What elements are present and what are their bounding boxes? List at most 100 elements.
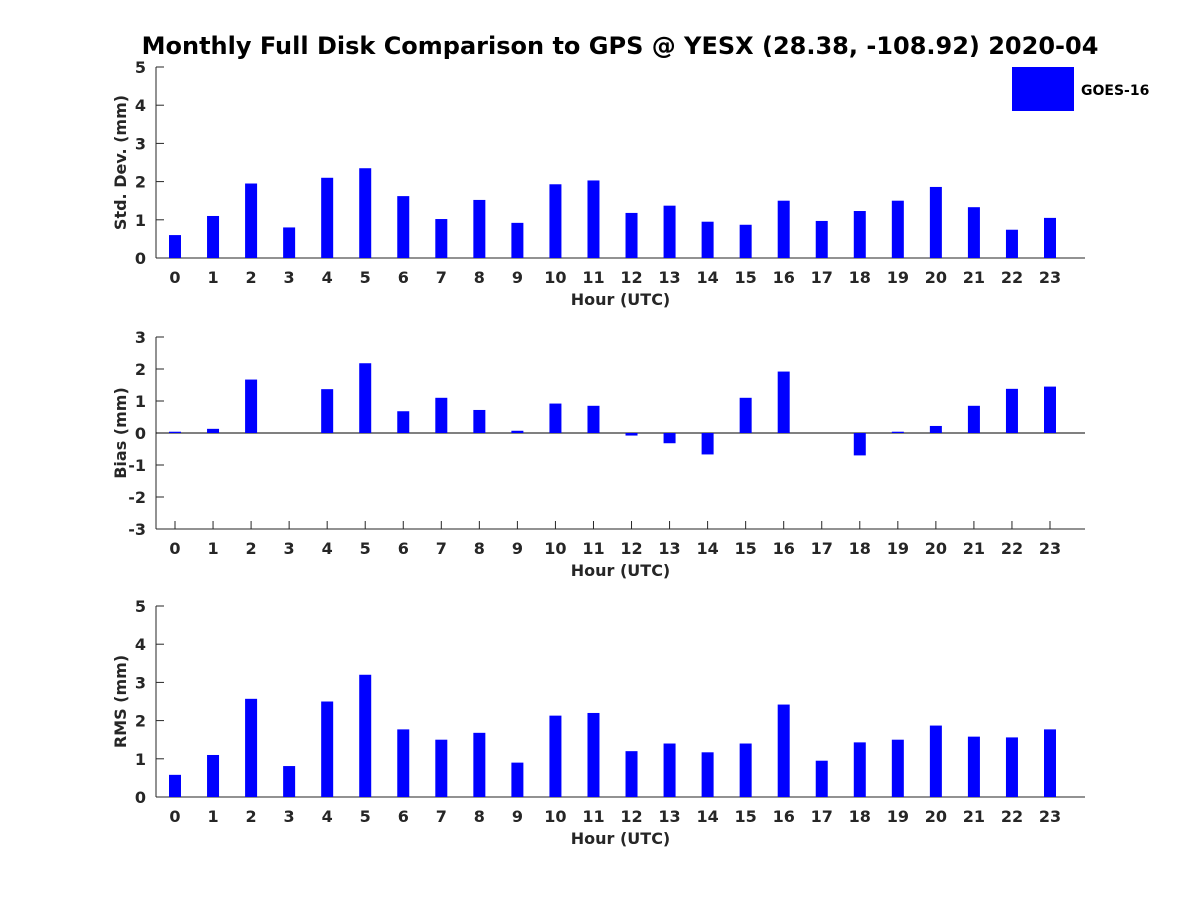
bar <box>1005 229 1018 258</box>
x-tick-label: 2 <box>246 539 257 558</box>
x-axis-label: Hour (UTC) <box>571 561 671 580</box>
y-tick-label: 2 <box>135 712 146 731</box>
x-tick-label: 7 <box>436 539 447 558</box>
bar <box>169 235 181 258</box>
x-tick-label: 11 <box>582 807 604 826</box>
bar <box>815 220 828 258</box>
bar <box>549 715 562 797</box>
x-tick-label: 2 <box>246 268 257 287</box>
bar <box>587 405 600 433</box>
bar <box>359 168 372 258</box>
bar <box>207 428 220 433</box>
x-tick-label: 4 <box>322 539 333 558</box>
x-axis-label: Hour (UTC) <box>571 290 671 309</box>
x-tick-label: 12 <box>620 807 642 826</box>
bar <box>321 701 334 797</box>
bar <box>587 180 600 258</box>
bar <box>359 674 372 797</box>
bar <box>397 196 410 258</box>
x-tick-label: 15 <box>735 807 757 826</box>
x-tick-label: 0 <box>169 807 180 826</box>
legend: GOES-16 <box>1012 67 1149 111</box>
x-tick-label: 15 <box>735 268 757 287</box>
x-tick-label: 14 <box>696 807 718 826</box>
bar <box>283 766 296 797</box>
bar <box>663 433 676 444</box>
bar <box>853 742 866 797</box>
legend-label: GOES-16 <box>1081 83 1149 99</box>
x-tick-label: 22 <box>1001 539 1023 558</box>
y-tick-label: 2 <box>135 360 146 379</box>
bar <box>1044 386 1056 433</box>
x-tick-label: 1 <box>207 268 218 287</box>
bar <box>473 199 486 258</box>
bar <box>397 411 410 433</box>
bar <box>739 397 752 433</box>
x-tick-label: 6 <box>398 268 409 287</box>
bar <box>435 739 448 797</box>
x-tick-label: 16 <box>773 807 795 826</box>
x-tick-label: 0 <box>169 539 180 558</box>
x-tick-label: 12 <box>620 539 642 558</box>
x-tick-label: 10 <box>544 807 566 826</box>
x-axis-label: Hour (UTC) <box>571 829 671 848</box>
bar <box>663 743 676 797</box>
bar <box>435 397 448 433</box>
y-tick-label: 0 <box>135 788 146 807</box>
x-tick-label: 1 <box>207 539 218 558</box>
bar <box>777 704 790 797</box>
x-tick-label: 9 <box>512 268 523 287</box>
bar <box>853 211 866 258</box>
y-tick-label: 1 <box>135 392 146 411</box>
bar <box>815 760 828 797</box>
y-axis-label: Std. Dev. (mm) <box>111 95 130 230</box>
x-tick-label: 18 <box>849 539 871 558</box>
bar <box>891 739 904 797</box>
x-tick-label: 11 <box>582 539 604 558</box>
bar <box>397 729 410 797</box>
x-tick-label: 7 <box>436 268 447 287</box>
x-tick-label: 8 <box>474 807 485 826</box>
x-tick-label: 14 <box>696 539 718 558</box>
bar <box>967 736 980 797</box>
bar <box>891 200 904 258</box>
x-tick-label: 8 <box>474 268 485 287</box>
bar <box>701 433 714 455</box>
bar <box>625 751 638 797</box>
bar <box>777 200 790 258</box>
x-tick-label: 18 <box>849 807 871 826</box>
bar <box>473 409 486 433</box>
x-tick-label: 23 <box>1039 807 1061 826</box>
bar <box>853 433 866 456</box>
bar <box>245 698 258 797</box>
bar <box>245 379 258 433</box>
x-tick-label: 4 <box>322 807 333 826</box>
y-tick-label: 3 <box>135 328 146 347</box>
x-tick-label: 10 <box>544 539 566 558</box>
y-tick-label: 1 <box>135 211 146 230</box>
x-tick-label: 16 <box>773 268 795 287</box>
x-tick-label: 19 <box>887 268 909 287</box>
x-tick-label: 23 <box>1039 268 1061 287</box>
bar <box>1044 729 1056 797</box>
x-tick-label: 12 <box>620 268 642 287</box>
bar <box>967 207 980 258</box>
bar <box>283 227 296 258</box>
x-tick-label: 19 <box>887 539 909 558</box>
x-tick-label: 8 <box>474 539 485 558</box>
bar <box>701 752 714 797</box>
bar <box>169 774 181 797</box>
x-tick-label: 20 <box>925 539 947 558</box>
bar <box>321 177 334 258</box>
x-tick-label: 5 <box>360 539 371 558</box>
bar <box>245 183 258 258</box>
y-tick-label: 2 <box>135 173 146 192</box>
x-tick-label: 13 <box>658 807 680 826</box>
bar <box>587 712 600 797</box>
legend-swatch <box>1012 67 1074 111</box>
bar <box>625 433 638 436</box>
y-tick-label: 1 <box>135 750 146 769</box>
